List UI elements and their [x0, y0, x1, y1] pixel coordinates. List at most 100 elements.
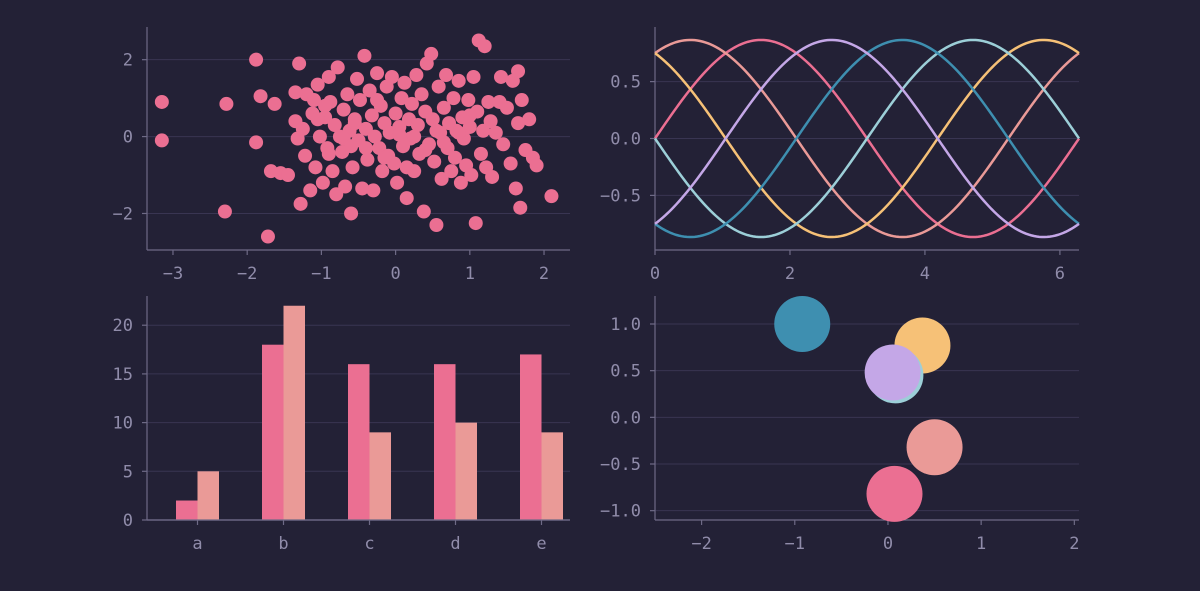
x-tick-label: 2: [1069, 534, 1079, 554]
x-tick-label: b: [278, 534, 288, 554]
scatter-point: [281, 168, 295, 183]
scatter-point: [511, 64, 526, 79]
scatter-point: [355, 181, 370, 196]
x-tick-label: c: [364, 534, 374, 554]
y-tick-label: −2: [113, 204, 133, 224]
scatter-point: [404, 96, 419, 111]
scatter-point: [476, 123, 491, 138]
scatter-point: [499, 100, 514, 115]
grouped-bar-panel: 0 5 10 15 20 a b c d e: [113, 296, 570, 554]
scatter-point: [462, 119, 477, 134]
scatter-point: [394, 91, 409, 106]
scatter-point: [544, 189, 559, 204]
bar: [283, 305, 305, 520]
scatter-point: [414, 87, 429, 102]
scatter-point: [315, 175, 330, 190]
scatter-point: [366, 183, 381, 198]
scatter-point: [508, 181, 523, 196]
scatter-point: [399, 160, 414, 175]
x-tick-label: 1: [465, 264, 475, 284]
scatter-point: [496, 137, 511, 152]
sine-waves-panel: −0.5 0.0 0.5 0 2 4 6: [600, 27, 1081, 284]
scatter-point: [447, 150, 462, 165]
scatter-point: [295, 121, 310, 136]
scatter-point: [436, 135, 451, 150]
scatter-point: [424, 46, 439, 61]
bar: [369, 432, 391, 520]
scatter-point: [407, 129, 422, 144]
scatter-point: [325, 164, 340, 179]
scatter-point: [511, 116, 526, 131]
bubble-point: [906, 419, 963, 476]
x-tick-label: 2: [785, 264, 795, 284]
scatter-point: [310, 77, 325, 92]
scatter-point: [154, 133, 169, 148]
scatter-point: [367, 129, 382, 144]
y-tick-label: 2: [123, 51, 133, 71]
scatter-point: [514, 93, 529, 108]
scatter-point: [425, 112, 440, 127]
scatter-point: [503, 156, 518, 171]
scatter-point: [453, 175, 468, 190]
y-tick-label: 5: [123, 462, 133, 482]
bar: [520, 354, 542, 520]
scatter-point: [418, 143, 433, 158]
scatter-point: [439, 68, 454, 83]
scatter-point: [464, 168, 479, 183]
x-tick-label: −1: [785, 534, 805, 554]
x-tick-label: −2: [237, 264, 257, 284]
scatter-point: [312, 129, 327, 144]
scatter-point: [488, 125, 503, 140]
scatter-point: [444, 164, 459, 179]
bubble-point: [864, 344, 921, 401]
x-tick-label: −2: [691, 534, 711, 554]
x-tick-label: 0: [390, 264, 400, 284]
x-tick-label: a: [192, 534, 202, 554]
sine-series-line: [654, 38, 1080, 239]
scatter-point: [321, 69, 336, 84]
scatter-point: [416, 204, 431, 219]
scatter-point: [219, 96, 234, 111]
scatter-point: [345, 160, 360, 175]
scatter-point: [429, 218, 444, 233]
y-tick-label: 20: [113, 316, 133, 336]
scatter-point: [451, 73, 466, 88]
scatter-point: [434, 171, 449, 186]
scatter-point: [249, 52, 264, 67]
scatter-point: [410, 118, 425, 133]
scatter-point: [360, 152, 375, 167]
y-tick-label: −0.5: [600, 186, 641, 206]
scatter-point: [388, 106, 403, 121]
scatter-point: [513, 200, 528, 215]
scatter-point: [292, 56, 307, 71]
scatter-point: [370, 66, 385, 81]
scatter-point: [461, 93, 476, 108]
scatter-point: [347, 116, 362, 131]
bar: [434, 364, 456, 520]
bubble-scatter-panel: −1.0 −0.5 0.0 0.5 1.0 −2 −1 0 1 2: [600, 296, 1079, 554]
scatter-point: [267, 96, 282, 111]
x-tick-label: −1: [311, 264, 331, 284]
x-tick-label: 4: [920, 264, 930, 284]
scatter-point: [431, 79, 446, 94]
scatter-point: [522, 112, 537, 127]
scatter-point: [338, 179, 353, 194]
bubble-point: [866, 465, 923, 522]
scatter-point: [217, 204, 232, 219]
x-tick-label: 0: [650, 264, 660, 284]
scatter-point: [306, 93, 321, 108]
y-tick-label: 1.0: [610, 315, 641, 335]
scatter-point: [249, 135, 264, 150]
y-tick-label: 0.0: [610, 130, 641, 150]
bar: [197, 471, 219, 520]
scatter-point: [377, 150, 392, 165]
x-tick-label: e: [536, 534, 546, 554]
scatter-point: [485, 169, 500, 184]
scatter-point: [466, 69, 481, 84]
scatter-point: [397, 75, 412, 90]
scatter-point: [344, 206, 359, 221]
scatter-point: [344, 139, 359, 154]
scatter-point: [429, 123, 444, 138]
y-tick-label: 10: [113, 414, 133, 434]
